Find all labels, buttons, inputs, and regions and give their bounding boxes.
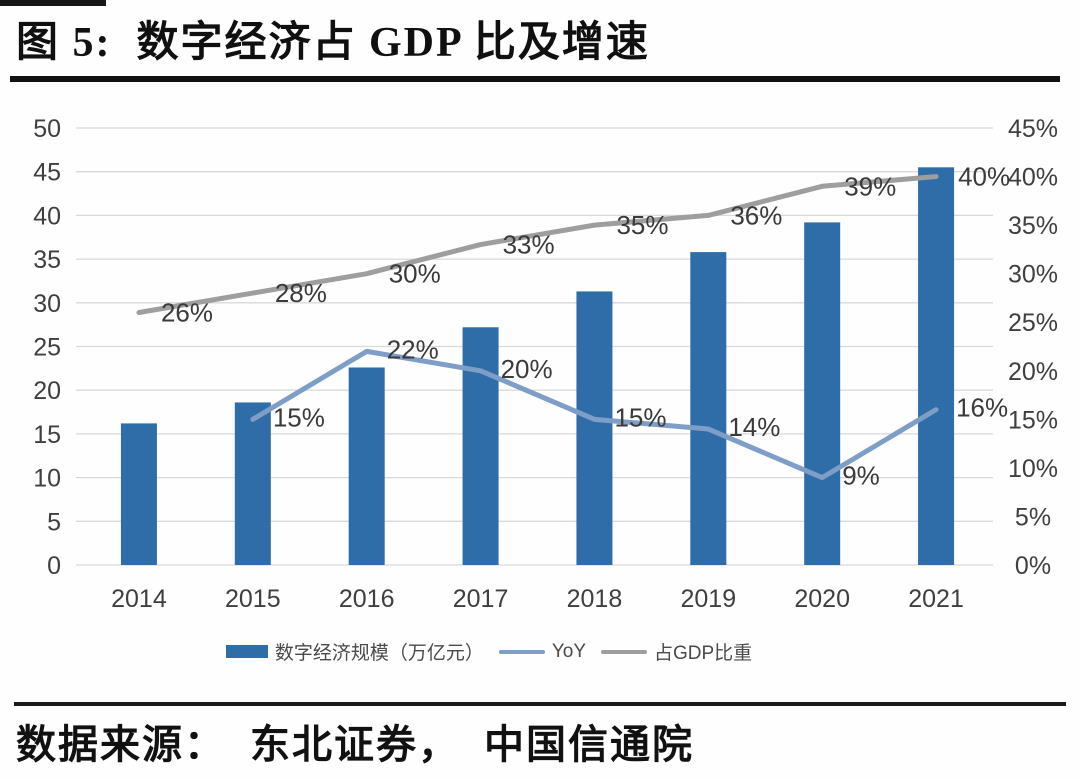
bar-2016	[348, 367, 385, 565]
gdp-share-line-label-2017: 33%	[503, 230, 555, 260]
bar-2019	[690, 252, 727, 565]
gdp-share-line-swatch	[601, 649, 647, 654]
right-axis-tick: 20%	[1008, 358, 1058, 386]
yoy-line	[250, 348, 939, 481]
left-axis-tick: 45	[33, 159, 61, 187]
legend-item-yoy: YoY	[498, 640, 586, 663]
yoy-line-label-2019: 14%	[728, 412, 780, 442]
yoy-line-swatch	[498, 649, 545, 654]
footer-divider	[14, 702, 1066, 706]
right-axis-tick: 35%	[1008, 212, 1058, 240]
x-axis-tick-2021: 2021	[908, 585, 964, 613]
right-axis-tick: 30%	[1008, 261, 1058, 289]
yoy-line-label-2018: 15%	[614, 402, 666, 432]
x-axis-tick-2019: 2019	[681, 585, 737, 613]
x-axis-tick-2014: 2014	[111, 585, 167, 613]
gdp-share-line-label-2021: 40%	[958, 162, 1010, 192]
bar-2018	[576, 291, 613, 565]
yoy-line-label-2015: 15%	[273, 402, 325, 432]
yoy-line-label-2021: 16%	[956, 393, 1008, 423]
right-axis-tick: 25%	[1008, 309, 1058, 337]
bar-2021	[918, 167, 955, 565]
legend-item-gdp-share: 占GDP比重	[601, 638, 752, 665]
right-axis-tick: 45%	[1008, 115, 1058, 143]
x-axis-tick-2020: 2020	[794, 585, 850, 613]
right-axis-tick: 0%	[1015, 552, 1051, 580]
right-axis-tick: 15%	[1008, 406, 1058, 434]
left-axis-tick: 50	[33, 115, 61, 143]
left-axis-tick: 0	[47, 552, 61, 580]
x-axis-tick-2017: 2017	[453, 585, 509, 613]
left-axis-tick: 40	[33, 202, 61, 230]
gdp-share-line-label-2015: 28%	[275, 278, 327, 308]
left-axis-tick: 25	[33, 334, 61, 362]
legend-label-bar-series: 数字经济规模（万亿元）	[274, 643, 484, 664]
left-axis-tick: 10	[33, 465, 61, 493]
chart-legend: 数字经济规模（万亿元） YoY 占GDP比重	[0, 638, 978, 665]
bar-2020	[804, 222, 841, 565]
scan-artifact-bar	[0, 0, 106, 6]
left-axis-tick: 20	[33, 377, 61, 405]
right-axis-tick: 40%	[1008, 164, 1058, 192]
bar-2015	[234, 402, 271, 565]
gdp-share-line	[136, 174, 939, 316]
right-axis-tick: 5%	[1015, 503, 1051, 531]
bar-2017	[462, 327, 499, 565]
left-axis-tick: 15	[33, 421, 61, 449]
yoy-line-label-2020: 9%	[842, 461, 880, 491]
gdp-share-line-label-2018: 35%	[616, 210, 668, 240]
title-divider	[10, 76, 1060, 82]
bar-2014	[120, 423, 157, 565]
bar-series-swatch	[225, 645, 268, 658]
x-axis-tick-2018: 2018	[567, 585, 623, 613]
gdp-share-line-label-2014: 26%	[161, 298, 213, 328]
yoy-line-label-2016: 22%	[387, 334, 439, 364]
right-axis-tick: 10%	[1008, 455, 1058, 483]
yoy-line-label-2017: 20%	[501, 354, 553, 384]
x-axis-tick-2016: 2016	[339, 585, 395, 613]
left-axis-tick: 35	[33, 246, 61, 274]
gdp-share-line-label-2019: 36%	[730, 200, 782, 230]
data-source: 数据来源： 东北证券， 中国信通院	[16, 722, 694, 767]
legend-label-gdp-share: 占GDP比重	[654, 643, 753, 664]
figure-title: 图 5: 数字经济占 GDP 比及增速	[16, 20, 650, 66]
combo-chart: 0 5 10 15 20 25 30 35 40 45 50 0% 5% 10% 15% 20% 25% 30% 3…	[33, 115, 1058, 613]
legend-label-yoy: YoY	[551, 640, 586, 662]
legend-item-bar-series: 数字经济规模（万亿元）	[225, 638, 484, 665]
gdp-share-line-label-2020: 39%	[844, 171, 896, 201]
x-axis-tick-2015: 2015	[225, 585, 281, 613]
left-axis-tick: 30	[33, 290, 61, 318]
gdp-share-line-label-2016: 30%	[389, 259, 441, 289]
left-axis-tick: 5	[47, 508, 61, 536]
